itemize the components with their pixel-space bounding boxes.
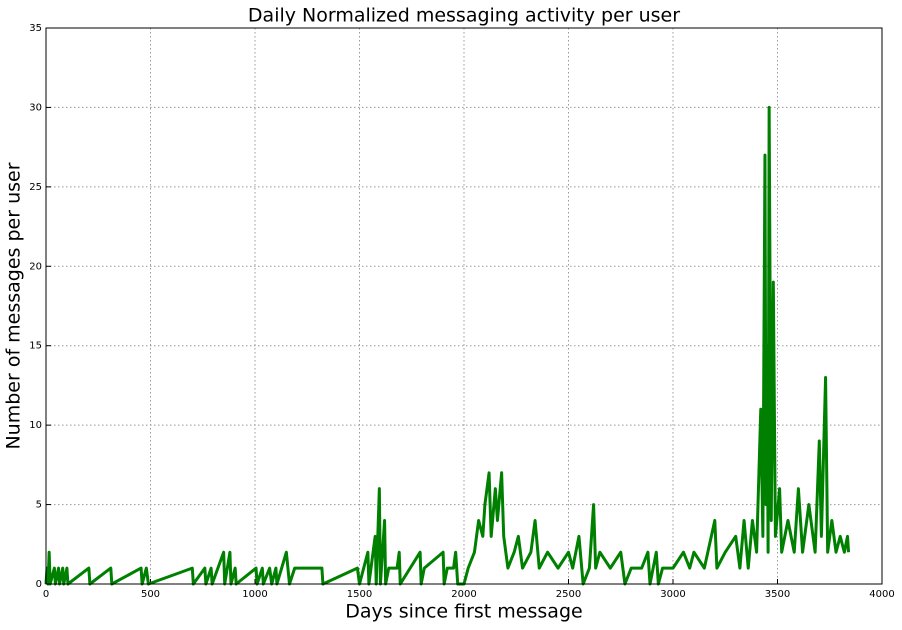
- chart-title: Daily Normalized messaging activity per …: [248, 5, 680, 27]
- x-tick-label: 0: [43, 589, 49, 600]
- y-tick-label: 30: [29, 102, 42, 113]
- y-tick-label: 25: [29, 182, 42, 193]
- y-tick-label: 20: [29, 261, 42, 272]
- x-tick-label: 1000: [242, 589, 267, 600]
- y-tick-label: 15: [29, 341, 42, 352]
- x-tick-label: 2000: [451, 589, 476, 600]
- plot-frame: [45, 27, 883, 585]
- x-tick-label: 4000: [869, 589, 894, 600]
- y-tick-label: 0: [36, 579, 42, 590]
- y-tick-label: 35: [29, 23, 42, 34]
- x-tick-label: 3500: [765, 589, 790, 600]
- y-axis-label: Number of messages per user: [3, 162, 25, 449]
- x-tick-label: 1500: [347, 589, 372, 600]
- y-tick-label: 5: [36, 500, 42, 511]
- x-tick-label: 500: [141, 589, 160, 600]
- x-tick-label: 3000: [660, 589, 685, 600]
- x-tick-label: 2500: [556, 589, 581, 600]
- data-line: [44, 105, 851, 586]
- y-tick-label: 10: [29, 420, 42, 431]
- x-axis-label: Days since first message: [345, 601, 582, 623]
